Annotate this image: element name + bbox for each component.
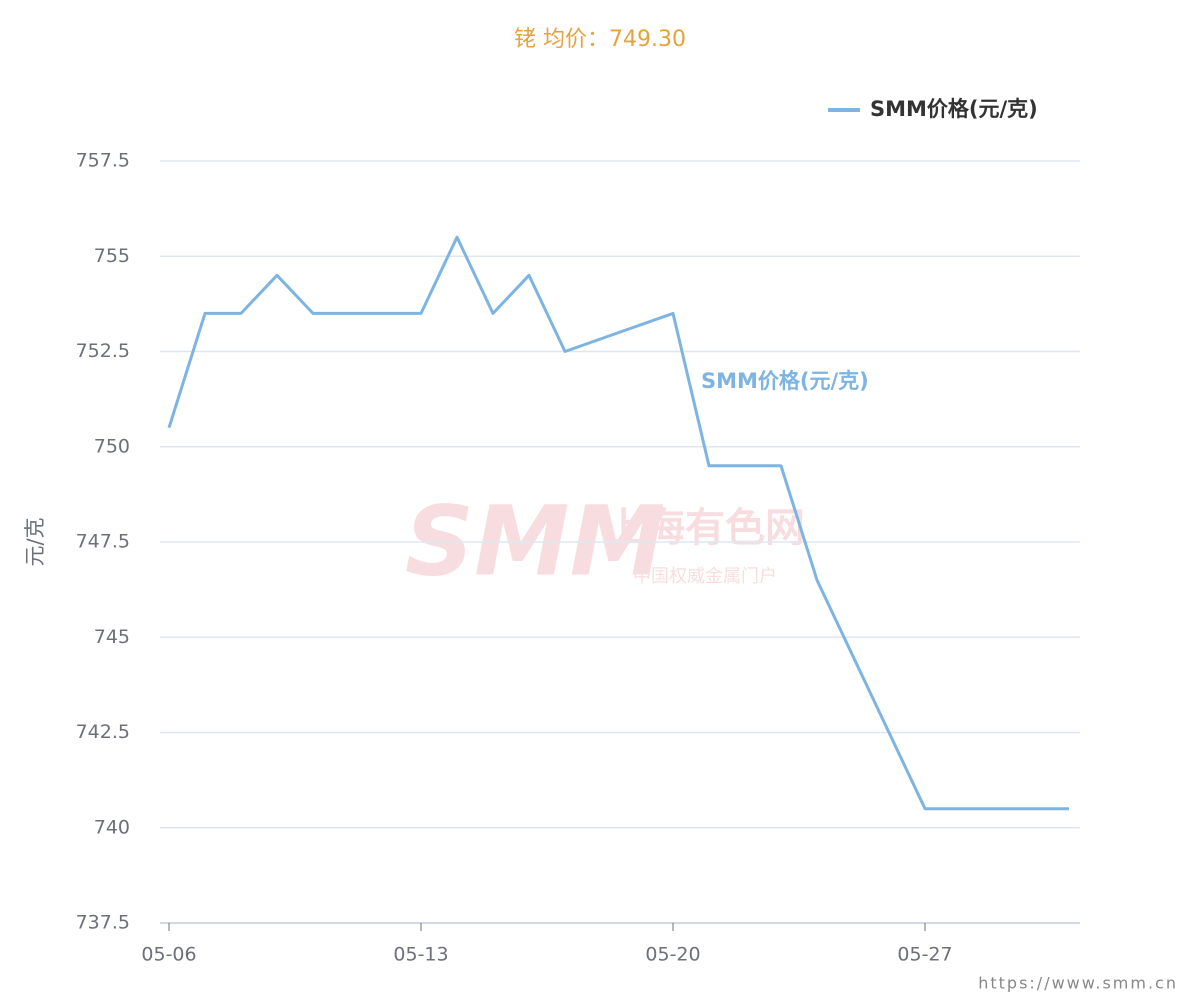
y-tick-label: 747.5 bbox=[76, 531, 130, 553]
watermark-name: 上海有色网 bbox=[605, 505, 805, 551]
y-tick-label: 750 bbox=[94, 435, 130, 457]
y-tick-label: 752.5 bbox=[76, 340, 130, 362]
y-tick-label: 755 bbox=[94, 245, 130, 267]
series-label: SMM价格(元/克) bbox=[701, 369, 869, 393]
y-tick-label: 757.5 bbox=[76, 150, 130, 172]
source: https://www.smm.cn bbox=[978, 974, 1178, 993]
chart-title: 铑 均价：749.30 bbox=[514, 27, 686, 52]
y-tick-label: 737.5 bbox=[76, 912, 130, 934]
x-tick-label: 05-06 bbox=[141, 944, 196, 966]
y-axis-label: 元/克 bbox=[23, 517, 47, 566]
legend-label: SMM价格(元/克) bbox=[870, 97, 1038, 121]
y-tick-label: 742.5 bbox=[76, 721, 130, 743]
x-tick-label: 05-20 bbox=[645, 944, 700, 966]
x-tick-label: 05-13 bbox=[393, 944, 448, 966]
y-tick-label: 745 bbox=[94, 626, 130, 648]
x-tick-label: 05-27 bbox=[897, 944, 952, 966]
series-line bbox=[167, 235, 1069, 811]
watermark-slogan: 中国权威金属门户 bbox=[633, 566, 777, 587]
y-tick-label: 740 bbox=[94, 816, 130, 838]
